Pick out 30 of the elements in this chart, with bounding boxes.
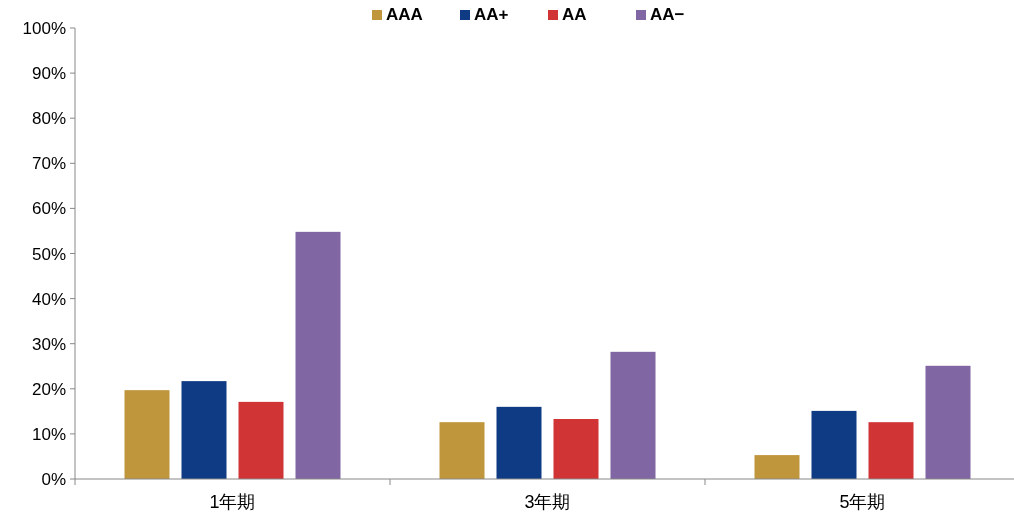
- bar: [754, 455, 800, 479]
- bar: [925, 365, 971, 479]
- y-tick-label: 20%: [31, 379, 66, 399]
- legend-label: AA: [562, 5, 587, 24]
- legend-label: AAA: [386, 5, 423, 24]
- y-tick-label: 40%: [31, 289, 66, 309]
- bar: [124, 390, 170, 479]
- y-tick-label: 30%: [31, 334, 66, 354]
- y-tick-label: 10%: [31, 424, 66, 444]
- bar: [439, 422, 485, 479]
- y-tick-label: 0%: [41, 470, 66, 489]
- y-tick-label: 100%: [22, 19, 66, 38]
- bar: [553, 419, 599, 479]
- bar: [238, 401, 284, 479]
- y-tick-label: 90%: [31, 64, 66, 84]
- bar: [610, 351, 656, 479]
- bar: [496, 406, 542, 479]
- y-tick-label: 60%: [31, 199, 66, 219]
- legend-label: AA+: [474, 5, 509, 24]
- legend-label: AA−: [650, 5, 685, 24]
- bar: [295, 231, 341, 479]
- x-tick-label: 1年期: [209, 492, 256, 512]
- x-tick-label: 5年期: [839, 492, 886, 512]
- x-tick-label: 3年期: [524, 492, 571, 512]
- bar: [811, 410, 857, 479]
- y-tick-label: 70%: [31, 154, 66, 174]
- y-tick-label: 50%: [31, 244, 66, 264]
- bar: [181, 381, 227, 479]
- bar: [868, 422, 914, 479]
- y-tick-label: 80%: [31, 109, 66, 129]
